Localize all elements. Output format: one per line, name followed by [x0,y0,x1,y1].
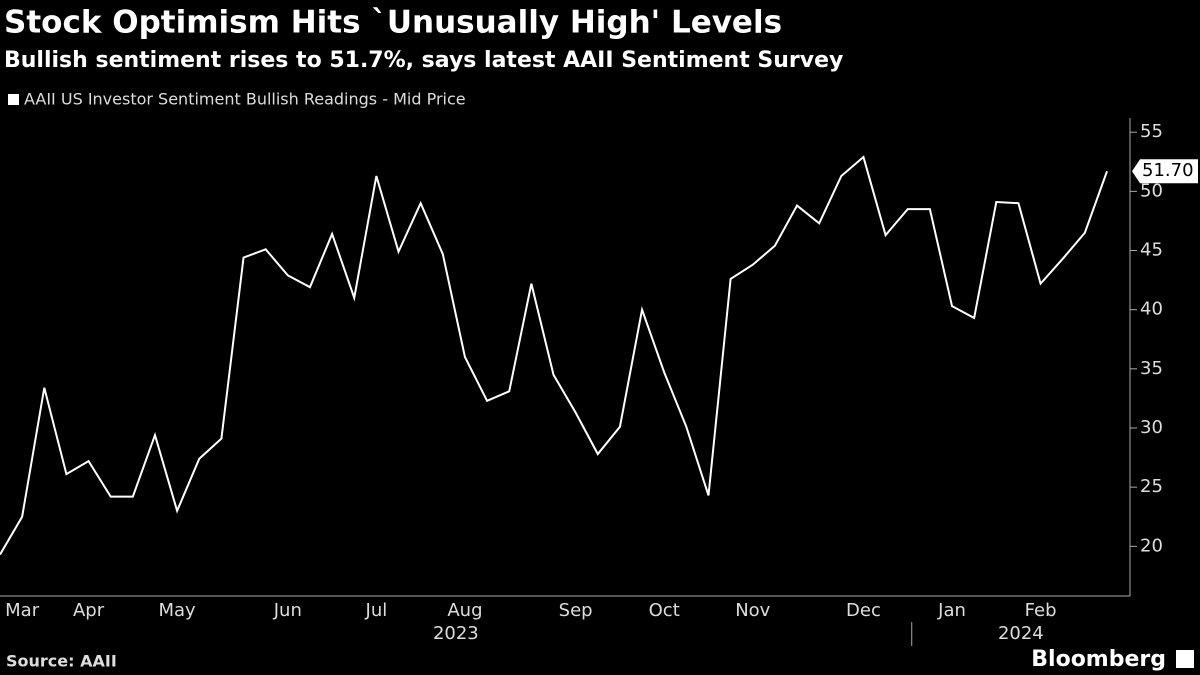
value-label: 51.70 [1142,160,1194,181]
y-tick-label: 45 [1140,240,1163,261]
x-tick-label: Aug [447,600,482,621]
y-tick-label: 40 [1140,299,1163,320]
y-tick-label: 20 [1140,535,1163,556]
year-label: 2023 [433,623,479,644]
y-tick-label: 35 [1140,358,1163,379]
y-tick-label: 55 [1140,121,1163,142]
legend-swatch [8,94,19,105]
year-label: 2024 [998,623,1044,644]
x-tick-label: Feb [1025,600,1057,621]
line [0,155,1108,556]
brand: Bloomberg [1031,647,1166,672]
x-tick-label: Oct [649,600,680,621]
value-label-box [1132,159,1198,184]
x-tick-label: May [159,600,197,621]
x-tick-label: Sep [559,600,593,621]
brand-icon [1176,650,1194,668]
legend-label: AAII US Investor Sentiment Bullish Readi… [24,90,466,109]
x-tick-label: Dec [846,600,881,621]
y-tick-label: 25 [1140,476,1163,497]
x-tick-label: Nov [735,600,770,621]
source: Source: AAII [6,652,117,671]
x-tick-label: Jun [273,600,302,621]
x-tick-label: Jan [937,600,966,621]
x-tick-label: Apr [73,600,105,621]
x-tick-label: Jul [365,600,388,621]
chart-subtitle: Bullish sentiment rises to 51.7%, says l… [4,48,843,73]
x-tick-label: Mar [5,600,40,621]
chart-title: Stock Optimism Hits `Unusually High' Lev… [4,5,782,41]
y-tick-label: 30 [1140,417,1163,438]
y-tick-label: 50 [1140,180,1163,201]
